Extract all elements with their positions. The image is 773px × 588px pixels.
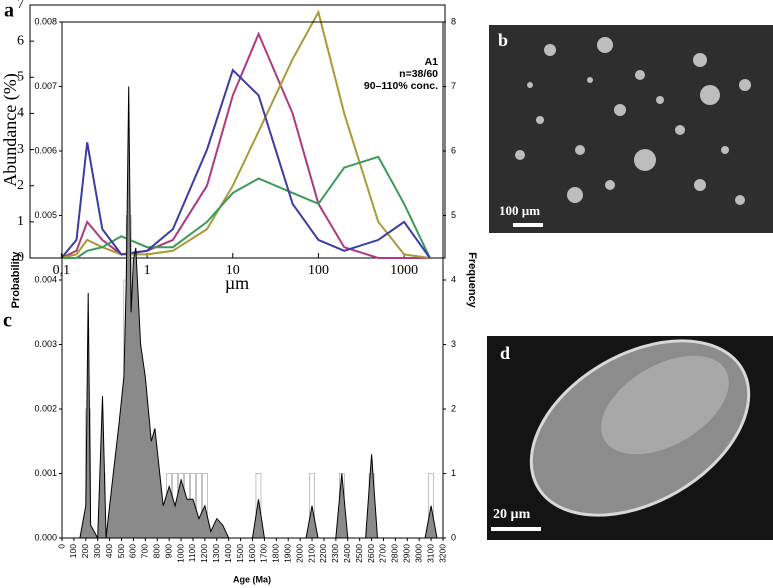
scale-bar — [491, 527, 541, 531]
y-axis-label: Probability — [10, 251, 22, 309]
panel-label: a — [4, 0, 14, 22]
annotation: n=38/60 — [399, 68, 438, 80]
x-tick-label: 600 — [128, 544, 138, 558]
line-series — [60, 31, 430, 259]
x-tick-label: 2900 — [402, 544, 412, 563]
x-tick-label: 100 — [68, 544, 78, 558]
x-axis-label: µm — [225, 273, 249, 293]
x-tick-label: 500 — [116, 544, 126, 558]
annotation: 90–110% conc. — [364, 80, 438, 92]
x-tick-label: 2600 — [366, 544, 376, 563]
y-tick-label: 0.001 — [34, 468, 57, 478]
x-tick-label: 1000 — [390, 263, 418, 278]
y-tick-label: 2 — [17, 178, 24, 193]
x-tick-label: 1200 — [199, 544, 209, 563]
y-tick-label: 0.003 — [34, 339, 57, 349]
probability-area — [62, 86, 443, 540]
y2-tick-label: 0 — [451, 532, 456, 542]
y-tick-label: 0.000 — [34, 532, 57, 542]
x-tick-label: 2000 — [294, 544, 304, 563]
x-tick-label: 1700 — [259, 544, 269, 563]
x-tick-label: 10 — [226, 263, 240, 278]
x-tick-label: 2800 — [390, 544, 400, 563]
panel-d-image: d 20 µm — [487, 336, 773, 540]
x-tick-label: 300 — [92, 544, 102, 558]
x-tick-label: 1900 — [282, 544, 292, 563]
x-tick-label: 100 — [308, 263, 329, 278]
y-tick-label: 0.005 — [34, 210, 57, 220]
x-tick-label: 3100 — [425, 544, 435, 563]
y-tick-label: 0.004 — [34, 274, 57, 284]
y2-tick-label: 7 — [451, 81, 456, 91]
y2-axis-label: Frequency — [466, 252, 478, 309]
x-tick-label: 1 — [144, 263, 151, 278]
panel-label: c — [3, 310, 12, 332]
x-tick-label: 3200 — [437, 544, 447, 563]
x-tick-label: 2200 — [318, 544, 328, 563]
x-tick-label: 2500 — [354, 544, 364, 563]
x-tick-label: 1400 — [223, 544, 233, 563]
y2-tick-label: 1 — [451, 468, 456, 478]
y2-tick-label: 2 — [451, 403, 456, 413]
annotation: A1 — [425, 56, 439, 68]
y2-tick-label: 4 — [451, 274, 456, 284]
y-tick-label: 0.002 — [34, 403, 57, 413]
x-tick-label: 1300 — [211, 544, 221, 563]
x-tick-label: 1100 — [187, 544, 197, 563]
x-tick-label: 1600 — [247, 544, 257, 563]
grain-highlight — [601, 355, 729, 455]
y-tick-label: 1 — [17, 214, 24, 229]
x-tick-label: 3000 — [413, 544, 423, 563]
y-tick-label: 0.008 — [34, 16, 57, 26]
y-tick-label: 0.007 — [34, 81, 57, 91]
y-axis-label: Abundance (%) — [0, 73, 21, 186]
x-tick-label: 800 — [152, 544, 162, 558]
y-tick-label: 6 — [17, 33, 24, 48]
particles — [515, 37, 751, 205]
y-tick-label: 5 — [17, 70, 24, 85]
x-tick-label: 200 — [80, 544, 90, 558]
panel-b-image: b 100 µm — [489, 25, 773, 233]
scale-label: 20 µm — [493, 507, 531, 522]
x-tick-label: 900 — [163, 544, 173, 558]
sem-image — [489, 25, 773, 233]
x-tick-label: 0 — [56, 544, 66, 549]
y-tick-label: 4 — [17, 106, 24, 121]
line-series — [61, 9, 431, 259]
x-tick-label: 700 — [140, 544, 150, 558]
y2-tick-label: 3 — [451, 339, 456, 349]
chart-c: 0.000 0.001 0.002 0.003 0.004 0.005 0.006 0.007… — [10, 16, 478, 584]
line-series — [60, 68, 431, 259]
x-tick-label: 2700 — [378, 544, 388, 563]
x-tick-label: 2100 — [306, 544, 316, 563]
y2-tick-label: 6 — [451, 145, 456, 155]
y-tick-label: 0 — [17, 250, 24, 265]
x-tick-label: 2400 — [342, 544, 352, 563]
y-tick-label: 0.006 — [34, 145, 57, 155]
y2-tick-label: 8 — [451, 16, 456, 26]
x-tick-label: 1500 — [235, 544, 245, 563]
panel-label: d — [500, 343, 510, 363]
line-series — [61, 155, 431, 259]
y2-tick-label: 5 — [451, 210, 456, 220]
x-tick-label: 1000 — [175, 544, 185, 563]
x-axis-label: Age (Ma) — [233, 574, 271, 584]
y-tick-label: 7 — [17, 0, 24, 12]
scale-label: 100 µm — [499, 203, 540, 218]
scale-bar — [513, 223, 543, 227]
x-tick-label: 0,1 — [53, 263, 71, 278]
x-tick-label: 400 — [104, 544, 114, 558]
panel-label: b — [498, 30, 508, 50]
x-tick-label: 1800 — [271, 544, 281, 563]
y-tick-label: 3 — [17, 142, 24, 157]
x-tick-label: 2300 — [330, 544, 340, 563]
plot-frame — [29, 4, 446, 259]
